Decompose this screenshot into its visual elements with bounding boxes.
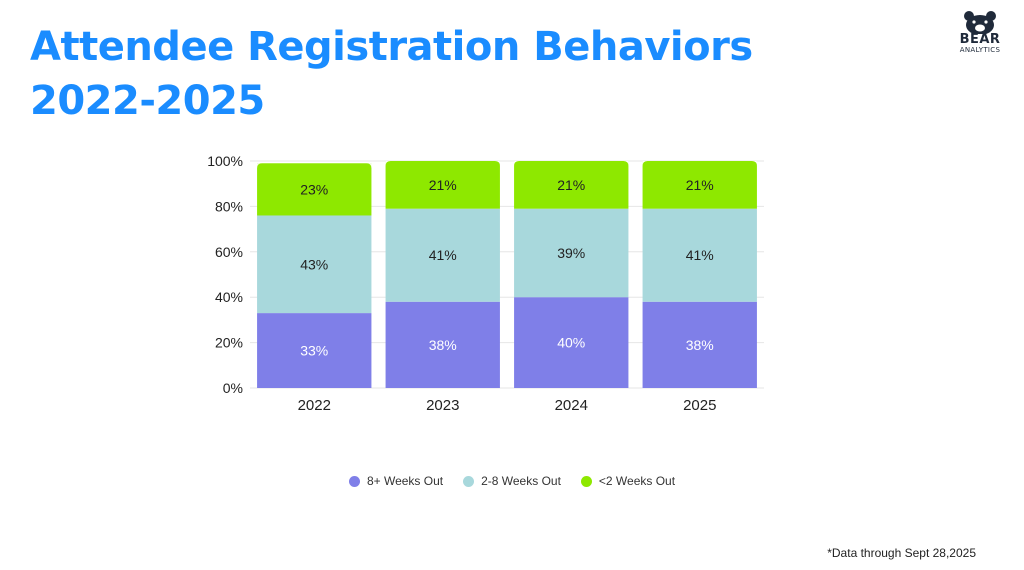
bar-segment — [642, 161, 757, 209]
data-label: 41% — [686, 247, 714, 263]
bar-segment — [257, 163, 372, 216]
bar-segment — [257, 215, 372, 314]
x-tick-label: 2023 — [426, 397, 459, 414]
legend-label: <2 Weeks Out — [598, 474, 676, 488]
x-tick-label: 2025 — [683, 397, 716, 414]
bar-corner — [385, 161, 391, 166]
page-title: Attendee Registration Behaviors 2022-202… — [30, 20, 753, 128]
data-label: 21% — [686, 177, 714, 193]
data-label: 21% — [557, 177, 585, 193]
legend-item: <2 Weeks Out — [580, 474, 676, 488]
data-label: 23% — [300, 181, 328, 197]
title-line-1: Attendee Registration Behaviors — [30, 24, 753, 70]
bar-segment — [642, 301, 757, 388]
bar-segment — [385, 301, 500, 388]
bear-analytics-logo: BEAR ANALYTICS — [948, 10, 1012, 60]
data-label: 39% — [557, 245, 585, 261]
bar-corner — [514, 161, 520, 166]
y-tick-label: 40% — [215, 289, 243, 305]
bar-corner — [257, 163, 263, 169]
x-tick-label: 2024 — [555, 397, 588, 414]
data-label: 41% — [429, 247, 457, 263]
data-label: 21% — [429, 177, 457, 193]
logo-sub: ANALYTICS — [959, 46, 1001, 54]
logo-brand: BEAR — [959, 32, 1001, 47]
data-label: 40% — [557, 335, 585, 351]
bar-corner — [751, 161, 757, 166]
legend-item: 2-8 Weeks Out — [463, 474, 561, 488]
bar-corner — [494, 161, 500, 166]
x-tick-label: 2022 — [298, 397, 331, 414]
bar-segment — [514, 297, 629, 388]
title-line-2: 2022-2025 — [30, 78, 265, 124]
legend-swatch — [580, 475, 592, 487]
data-label: 43% — [300, 256, 328, 272]
bar-corner — [642, 161, 648, 166]
bar-corner — [623, 161, 629, 166]
legend-swatch — [348, 475, 360, 487]
legend-label: 2-8 Weeks Out — [481, 474, 561, 488]
bar-segment — [514, 161, 629, 209]
y-tick-label: 20% — [215, 335, 243, 351]
legend-swatch — [463, 475, 475, 487]
bar-segment — [385, 208, 500, 302]
y-tick-label: 0% — [223, 380, 243, 396]
bar-segment — [257, 313, 372, 388]
bar-segment — [642, 208, 757, 302]
legend-label: 8+ Weeks Out — [366, 474, 444, 488]
bar-segment — [385, 161, 500, 209]
data-label: 38% — [429, 337, 457, 353]
y-tick-label: 100% — [207, 153, 243, 169]
data-label: 33% — [300, 343, 328, 359]
bar-segment — [514, 208, 629, 298]
data-label: 38% — [686, 337, 714, 353]
chart-legend: 8+ Weeks Out 2-8 Weeks Out <2 Weeks Out — [0, 474, 1024, 488]
stacked-bar-chart: 0% 20% 40% 60% 80% 100% 33% 43% 23% 2022 38% 41% 21%… — [207, 153, 764, 414]
y-tick-label: 60% — [215, 244, 243, 260]
footnote: *Data through Sept 28,2025 — [827, 546, 976, 560]
y-tick-label: 80% — [215, 198, 243, 214]
legend-item: 8+ Weeks Out — [348, 474, 444, 488]
bar-corner — [366, 163, 372, 169]
bear-icon — [964, 11, 996, 34]
